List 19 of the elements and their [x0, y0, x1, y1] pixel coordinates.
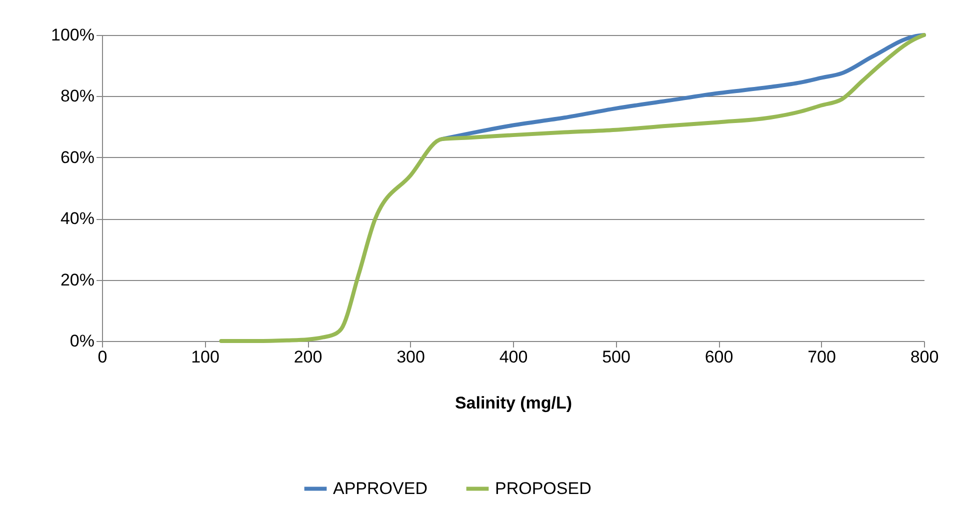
y-tick-label: 80% [60, 86, 94, 106]
x-tick-label: 200 [294, 348, 322, 366]
legend-label: PROPOSED [495, 478, 592, 498]
x-tick-label: 100 [191, 348, 220, 366]
x-tick-label: 0 [98, 348, 108, 366]
x-tick-label: 300 [396, 348, 425, 366]
y-tick-label: 100% [51, 26, 94, 44]
y-tick-label: 60% [60, 148, 94, 167]
x-tick-label: 600 [704, 348, 734, 366]
y-tick-label: 20% [60, 270, 94, 290]
x-tick-label: 700 [808, 348, 836, 366]
y-tick-label: 0% [70, 332, 94, 350]
y-tick-label: 40% [60, 209, 94, 228]
line-series [219, 33, 926, 343]
x-tick-label: 500 [602, 348, 630, 366]
x-axis-title: Salinity (mg/L) [454, 394, 572, 412]
x-tick-label: 400 [499, 348, 528, 366]
legend-label: APPROVED [333, 478, 428, 498]
x-tick-label: 800 [910, 348, 939, 366]
